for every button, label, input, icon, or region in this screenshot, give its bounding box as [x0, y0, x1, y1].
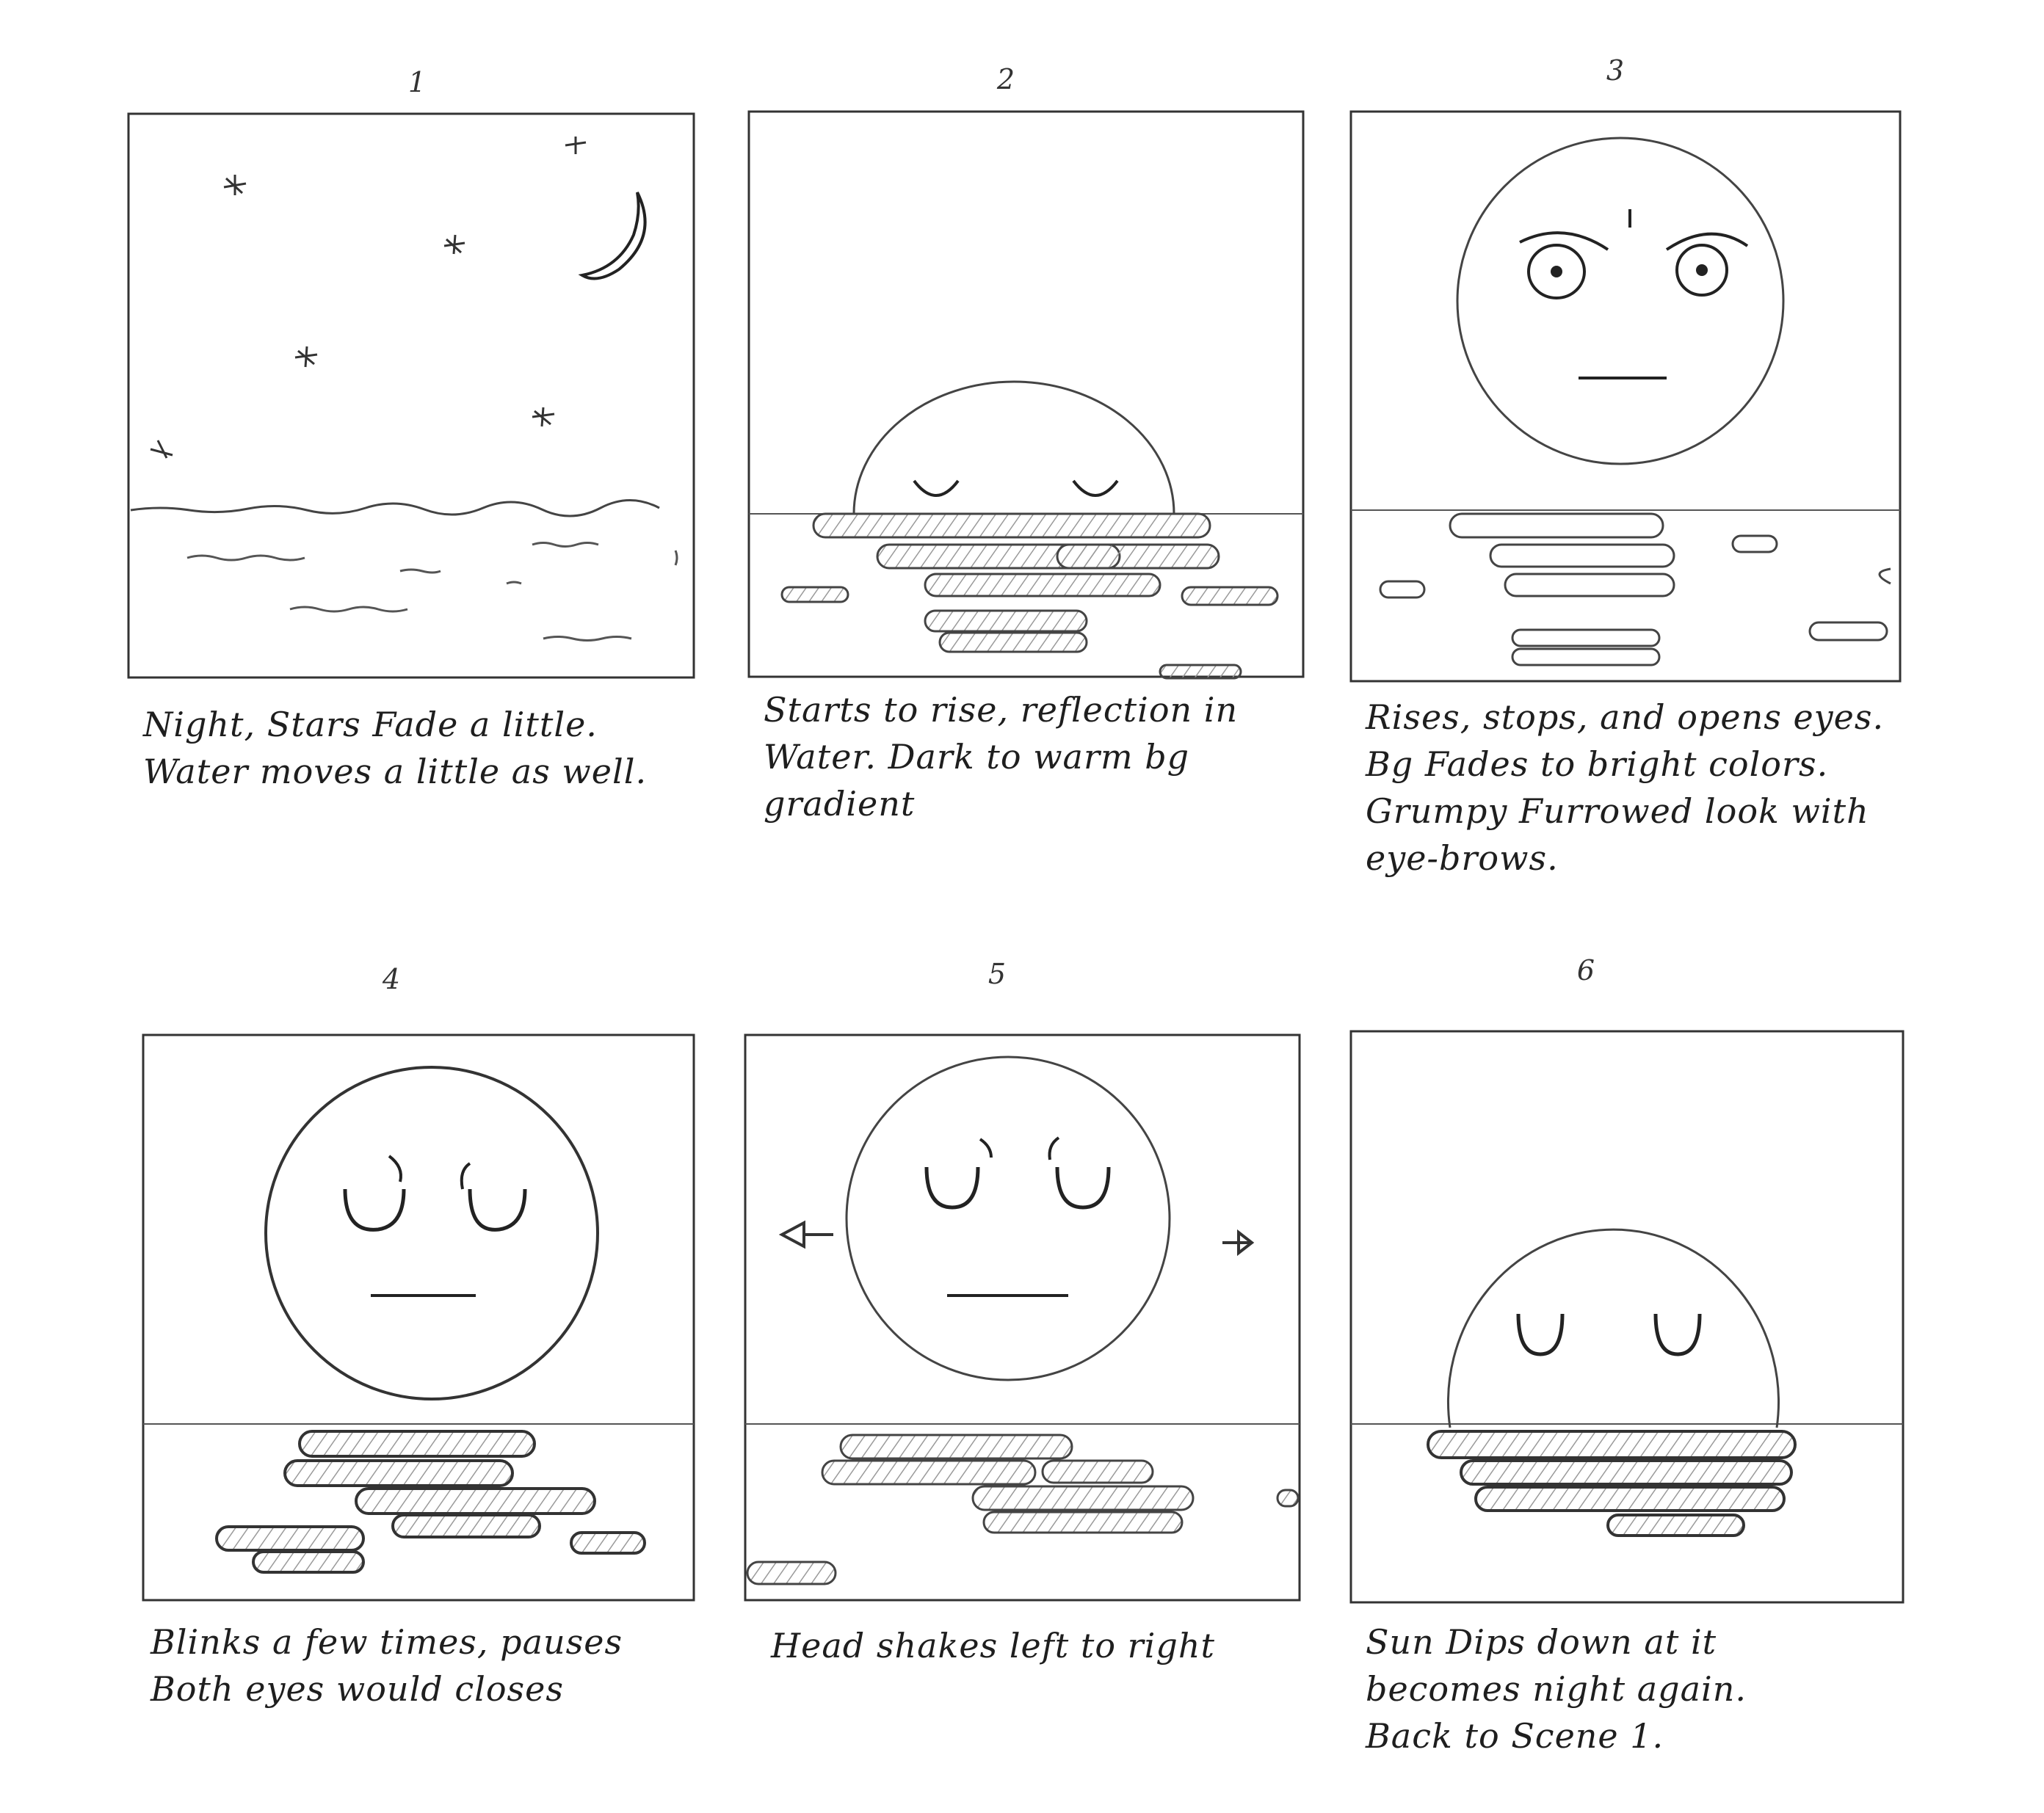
panel-caption-3: Rises, stops, and opens eyes. Bg Fades t… [1366, 694, 1884, 882]
open-eye-icon [1675, 244, 1728, 297]
eyebrow-icon [1519, 231, 1609, 251]
arrow-right-icon [1222, 1229, 1255, 1257]
closed-eye-icon [1055, 1166, 1111, 1210]
sun-half [1447, 1228, 1780, 1428]
panel-6 [1349, 1030, 1905, 1604]
panel-caption-5: Head shakes left to right [771, 1622, 1215, 1669]
panel-frame [142, 1033, 695, 1602]
panel-caption-2: Starts to rise, reflection in Water. Dar… [764, 686, 1238, 827]
star-icon [150, 440, 173, 459]
eyebrow-icon [1048, 1136, 1060, 1160]
caption-line: Blinks a few times, pauses [151, 1622, 623, 1662]
reflection [1379, 512, 1891, 666]
star-icon [294, 346, 318, 368]
panel-frame [1349, 1030, 1905, 1604]
horizon-line [130, 499, 660, 517]
sun-face [1456, 137, 1785, 465]
caption-line: Sun Dips down at it [1366, 1622, 1717, 1662]
panel-caption-4: Blinks a few times, pauses Both eyes wou… [151, 1618, 623, 1712]
reflection [746, 1434, 1300, 1585]
stars [150, 137, 587, 459]
eyebrow-icon [388, 1155, 402, 1182]
caption-line: Night, Stars Fade a little. [143, 705, 598, 744]
panel-caption-6: Sun Dips down at it becomes night again.… [1366, 1618, 1747, 1759]
panel-number-4: 4 [382, 963, 401, 995]
panel-frame [747, 110, 1305, 678]
caption-line: Starts to rise, reflection in [764, 690, 1239, 730]
caption-line: Bg Fades to bright colors. [1366, 744, 1829, 784]
panel-4 [142, 1033, 695, 1602]
panel-number-1: 1 [407, 66, 427, 98]
caption-line: Head shakes left to right [771, 1626, 1215, 1665]
panel-number-6: 6 [1576, 954, 1595, 987]
panel-number-2: 2 [996, 63, 1015, 95]
reflection [1427, 1430, 1797, 1537]
panel-3 [1349, 110, 1902, 683]
caption-line: Back to Scene 1. [1366, 1716, 1664, 1756]
panel-number-5: 5 [987, 958, 1007, 990]
closed-eye-icon [343, 1188, 406, 1232]
reflection [780, 512, 1279, 680]
closed-eye-icon [1072, 479, 1119, 497]
closed-eye-icon [1653, 1313, 1702, 1356]
panel-frame [744, 1033, 1301, 1602]
reflection [215, 1430, 646, 1574]
sun-face [264, 1066, 599, 1400]
panel-2 [747, 110, 1305, 680]
caption-line: Both eyes would closes [151, 1669, 564, 1709]
caption-line: Water. Dark to warm bg [764, 737, 1190, 777]
star-icon [223, 175, 247, 195]
caption-line: Water moves a little as well. [143, 752, 648, 791]
closed-eye-icon [1516, 1313, 1565, 1356]
caption-line: eye-brows. [1366, 838, 1559, 878]
closed-eye-icon [924, 1166, 980, 1210]
sun-face [845, 1056, 1171, 1381]
caption-line: Rises, stops, and opens eyes. [1366, 697, 1885, 737]
star-icon [532, 407, 555, 427]
eyebrow-icon [1665, 232, 1749, 251]
panel-caption-1: Night, Stars Fade a little. Water moves … [143, 701, 647, 795]
star-icon [443, 234, 465, 255]
arrow-left-icon [778, 1220, 833, 1249]
panel-frame [127, 112, 695, 679]
closed-eye-icon [468, 1188, 527, 1232]
panel-number-3: 3 [1606, 54, 1625, 87]
caption-line: becomes night again. [1366, 1669, 1747, 1709]
panel-1 [127, 112, 695, 679]
panel-5 [744, 1033, 1301, 1602]
water-waves [186, 542, 678, 642]
panel-frame [1349, 110, 1902, 683]
open-eye-icon [1527, 244, 1586, 299]
caption-line: Grumpy Furrowed look with [1366, 791, 1869, 831]
eyebrow-icon [460, 1162, 471, 1190]
eyebrow-icon [979, 1138, 993, 1158]
sun-half [852, 380, 1175, 515]
crescent-moon-icon [578, 192, 647, 280]
caption-line: gradient [764, 784, 916, 824]
star-icon [565, 137, 587, 154]
closed-eye-icon [913, 479, 960, 497]
